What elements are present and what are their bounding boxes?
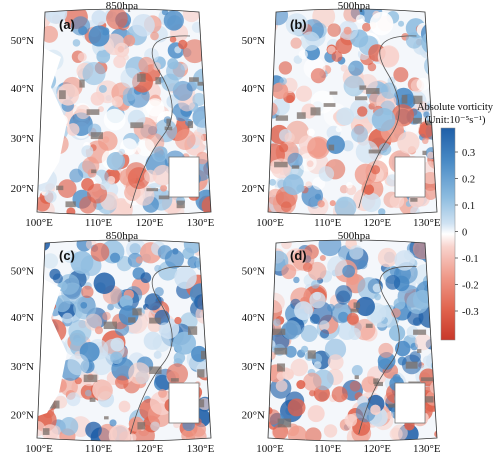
lat-label: 50°N [242, 35, 265, 47]
map-frame [36, 8, 212, 216]
colorbar-tick-label: 0.3 [462, 148, 475, 159]
lon-label: 110°E [314, 443, 341, 454]
map-panel-2: 500hpa (b) 50°N 40°N 30°N 20°N 100°E 110°E 120°E… [242, 0, 441, 229]
colorbar-title-line1: Absolute vorticity [417, 102, 494, 113]
panel-label: (b) [290, 17, 307, 32]
panel-label: (a) [59, 17, 75, 32]
lat-label: 50°N [242, 265, 265, 277]
map-frame [267, 8, 438, 216]
colorbar-gradient [440, 127, 456, 341]
lon-label: 130°E [413, 443, 441, 454]
lat-label: 30°N [11, 133, 34, 145]
lat-label: 50°N [11, 35, 34, 47]
lon-label: 100°E [25, 217, 53, 229]
lon-label: 110°E [85, 443, 112, 454]
colorbar-tick-label: 0.1 [462, 201, 475, 212]
lon-label: 100°E [256, 443, 284, 454]
lon-label: 130°E [187, 217, 215, 229]
south-china-sea-inset [168, 382, 200, 424]
lat-label: 20°N [242, 410, 265, 422]
map-frame [267, 239, 438, 442]
colorbar-tick-label: -0.2 [462, 281, 479, 292]
lon-label: 120°E [136, 443, 164, 454]
lat-label: 20°N [11, 410, 34, 422]
colorbar: Absolute vorticity (Unit:10⁻⁵s⁻¹) 0.3 0.2… [417, 102, 494, 341]
lon-label: 130°E [187, 443, 215, 454]
lon-label: 110°E [314, 217, 341, 229]
lon-label: 120°E [363, 443, 391, 454]
south-china-sea-inset [394, 382, 426, 424]
panel-title: 850hpa [106, 230, 139, 242]
colorbar-tick-label: 0.2 [462, 175, 475, 186]
lat-label: 40°N [242, 312, 265, 324]
lat-label: 40°N [11, 312, 34, 324]
south-china-sea-inset [394, 156, 426, 198]
vorticity-field [37, 9, 211, 215]
lat-label: 20°N [11, 183, 34, 195]
south-china-sea-inset [168, 156, 200, 198]
lon-label: 100°E [25, 443, 53, 454]
panel-title: 500hpa [338, 230, 371, 242]
map-panel-1: 850hpa (a) 50°N 40°N 30°N 20°N 100°E 110°E 120°E… [11, 0, 215, 229]
panel-label: (c) [59, 248, 75, 263]
map-frame [36, 239, 212, 442]
lat-label: 40°N [11, 83, 34, 95]
lon-label: 110°E [85, 217, 112, 229]
panel-title: 850hpa [106, 0, 139, 12]
panel-title: 500hpa [338, 0, 371, 12]
panel-label: (d) [290, 248, 307, 263]
lat-label: 30°N [242, 361, 265, 373]
lat-label: 30°N [11, 361, 34, 373]
lat-label: 50°N [11, 265, 34, 277]
lon-label: 120°E [363, 217, 391, 229]
colorbar-tick-label: -0.1 [462, 254, 479, 265]
lon-label: 130°E [413, 217, 441, 229]
lat-label: 40°N [242, 83, 265, 95]
lat-label: 20°N [242, 183, 265, 195]
colorbar-tick-label: -0.3 [462, 307, 479, 318]
lon-label: 120°E [136, 217, 164, 229]
colorbar-tick-label: 0 [462, 228, 467, 239]
lon-label: 100°E [256, 217, 284, 229]
map-panel-3: 850hpa (c) 50°N 40°N 30°N 20°N 100°E 110°E 120°E… [11, 230, 215, 454]
map-panel-4: 500hpa (d) 50°N 40°N 30°N 20°N 100°E 110°E 120°E… [242, 230, 441, 454]
lat-label: 30°N [242, 133, 265, 145]
colorbar-title-line2: (Unit:10⁻⁵s⁻¹) [424, 115, 486, 126]
